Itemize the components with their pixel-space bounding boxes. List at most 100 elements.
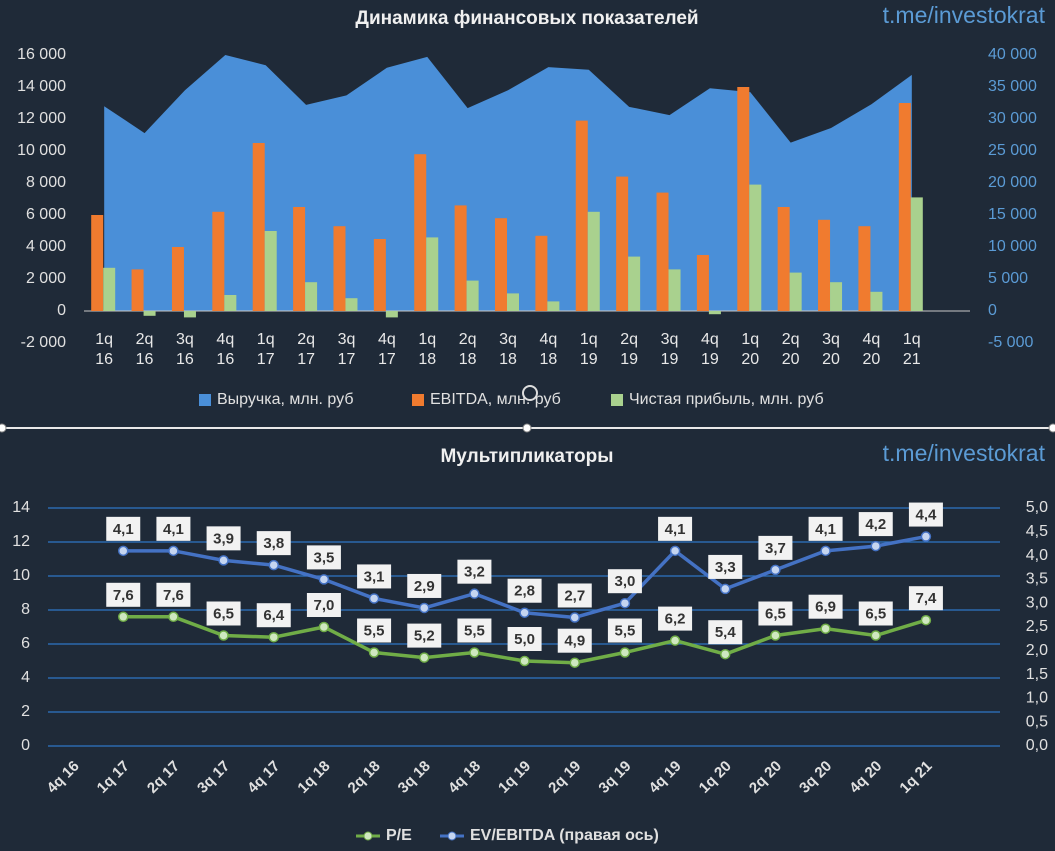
bar [737, 87, 750, 311]
value-label: 2,8 [514, 583, 535, 600]
marker [669, 545, 681, 557]
y2-tick-label: 1,0 [1026, 690, 1048, 707]
value-label: 3,0 [614, 573, 635, 590]
x-tick-label: 1q 17 [94, 758, 133, 797]
y2-tick-label: -5 000 [988, 334, 1033, 351]
marker [720, 583, 731, 595]
y2-tick-label: 30 000 [988, 110, 1037, 127]
bar [668, 269, 681, 311]
marker [318, 574, 330, 585]
bar [898, 103, 911, 311]
handle [1048, 423, 1055, 433]
x-tick-label: 1q 17 [256, 331, 275, 368]
marker [770, 564, 781, 576]
value-label: 6,5 [213, 605, 234, 622]
legend-label: EBITDA, млн. руб [430, 391, 561, 408]
marker [569, 612, 580, 623]
value-label: 6,4 [263, 607, 285, 624]
value-label: 4,9 [564, 633, 585, 650]
x-tick-label: 1q 21 [902, 331, 921, 368]
value-label-box [357, 618, 392, 643]
value-label: 2,9 [414, 578, 435, 595]
marker [870, 630, 881, 641]
chart-title: Динамика финансовых показателей [355, 8, 698, 29]
marker [268, 631, 279, 643]
value-label-box [156, 582, 191, 607]
bar [293, 207, 306, 311]
x-tick-label: 2q 20 [746, 758, 785, 797]
y-tick-label: 12 000 [17, 110, 66, 127]
marker [168, 611, 179, 623]
value-label: 4,4 [915, 507, 937, 524]
value-label: 5,2 [414, 628, 435, 645]
value-label: 5,5 [614, 622, 635, 639]
y-tick-label: 0 [21, 737, 30, 754]
x-tick-label: 3q 18 [499, 331, 517, 368]
bar [858, 226, 871, 311]
y-tick-label: 4 000 [26, 238, 66, 255]
handle [0, 423, 7, 433]
value-label-box [256, 603, 291, 628]
handle [522, 423, 532, 433]
marker [870, 540, 881, 552]
marker [118, 545, 129, 557]
y2-tick-label: 2,5 [1026, 618, 1048, 635]
marker [268, 559, 279, 571]
bar [333, 226, 346, 311]
bar [656, 192, 669, 311]
bar [345, 298, 358, 311]
value-label-box [858, 512, 893, 537]
y2-tick-label: 1,5 [1026, 666, 1048, 683]
marker [469, 647, 480, 658]
value-label: 5,4 [715, 624, 737, 641]
x-tick-label: 4q 18 [445, 758, 484, 797]
bar [252, 143, 265, 311]
value-label-box [607, 569, 642, 594]
value-label-box [507, 578, 542, 603]
marker [469, 588, 480, 599]
x-tick-label: 2q 18 [458, 331, 477, 368]
value-label: 2,7 [564, 587, 585, 604]
bar [171, 247, 184, 311]
value-label-box [407, 623, 442, 648]
marker [368, 593, 380, 604]
value-label: 6,5 [865, 605, 886, 622]
x-tick-label: 4q 17 [244, 758, 283, 797]
value-label-box [758, 601, 793, 626]
y-tick-label: 8 000 [26, 174, 66, 191]
bar [870, 291, 883, 311]
bar [183, 311, 196, 318]
x-tick-label: 2q 19 [620, 331, 639, 368]
line [123, 534, 927, 620]
value-label: 4,2 [865, 516, 886, 533]
y2-tick-label: 35 000 [988, 78, 1037, 95]
x-tick-label: 4q 16 [44, 758, 83, 797]
y-tick-label: 0 [57, 302, 66, 319]
bar [454, 205, 467, 311]
x-tick-label: 4q 20 [846, 758, 885, 797]
y2-tick-label: 5 000 [988, 270, 1028, 287]
bar [575, 120, 588, 311]
x-tick-label: 3q 18 [395, 758, 434, 797]
x-tick-label: 1q 20 [696, 758, 735, 797]
x-tick-label: 2q 20 [781, 331, 800, 368]
value-label: 5,5 [464, 622, 485, 639]
value-label-box [457, 559, 492, 584]
bar [749, 184, 762, 311]
marker [770, 630, 781, 641]
bar [587, 211, 600, 311]
value-label: 5,0 [514, 631, 535, 648]
value-label: 3,7 [765, 540, 786, 557]
value-label-box [908, 586, 943, 611]
y2-tick-label: 0,0 [1026, 737, 1048, 754]
y2-tick-label: 0,5 [1026, 713, 1048, 730]
y2-tick-label: 10 000 [988, 238, 1037, 255]
y2-tick-label: 40 000 [988, 46, 1037, 63]
x-tick-label: 1q 19 [579, 331, 598, 368]
x-tick-label: 1q 21 [896, 758, 935, 797]
legend-marker [363, 831, 373, 841]
y2-tick-label: 20 000 [988, 174, 1037, 191]
marker [368, 647, 380, 658]
y-tick-label: 4 [21, 669, 30, 686]
bar [385, 311, 398, 318]
